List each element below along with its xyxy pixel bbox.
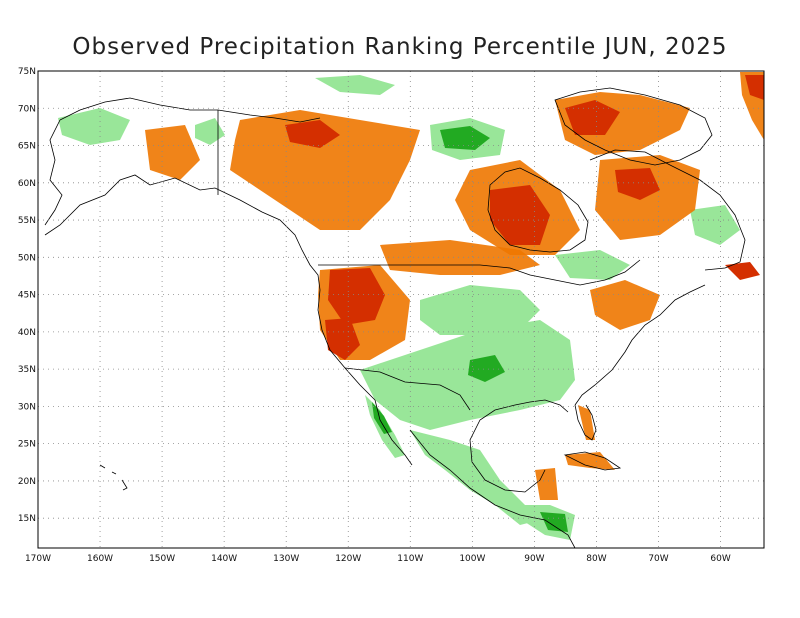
border-us-mexico	[344, 367, 471, 411]
lon-tick-label: 90W	[524, 554, 544, 564]
wet-region-mexico	[410, 430, 540, 525]
map-frame	[37, 70, 765, 549]
dry-region-maritimes	[590, 280, 660, 330]
coastline-florida	[574, 404, 597, 441]
coastline-gulf	[469, 399, 569, 493]
latitude-labels: 75N 70N 65N 60N 55N 50N 45N 40N 35N 30N 25N 20N 15N	[18, 67, 36, 524]
lon-tick-label: 60W	[710, 554, 730, 564]
map-title: Observed Precipitation Ranking Percentil…	[72, 34, 728, 60]
very-dry-region-newfoundland	[725, 262, 760, 280]
wet-region-arctic-islands	[315, 75, 395, 95]
border-us-canada	[318, 259, 641, 286]
very-dry-region-greenland	[745, 75, 764, 100]
coastline-hawaii	[99, 464, 128, 491]
wet-region-yukon	[195, 118, 225, 145]
lat-tick-label: 75N	[18, 67, 36, 77]
very-dry-regions	[285, 75, 764, 360]
lat-tick-label: 60N	[18, 179, 36, 189]
very-wet-region-texas	[468, 355, 505, 382]
coastline-us-west	[317, 289, 376, 401]
lat-tick-label: 40N	[18, 328, 36, 338]
lat-tick-label: 25N	[18, 440, 36, 450]
lat-tick-label: 55N	[18, 216, 36, 226]
coastline-mexico-west	[409, 429, 576, 548]
very-wet-region-central-america	[540, 512, 568, 532]
lon-tick-label: 120W	[335, 554, 361, 564]
dry-region-quebec	[595, 155, 700, 240]
wet-region-us-central	[420, 285, 540, 335]
coastline-alaska-north	[59, 97, 321, 123]
lon-tick-label: 110W	[397, 554, 423, 564]
very-dry-region-nw-canada	[285, 120, 340, 148]
coastline-alaska	[44, 174, 321, 291]
very-dry-region-us-northwest	[328, 268, 385, 325]
lat-tick-label: 45N	[18, 291, 36, 301]
dry-region-florida	[578, 405, 595, 440]
lon-tick-label: 100W	[459, 554, 485, 564]
dry-region-yucatan	[535, 468, 558, 500]
lat-tick-label: 15N	[18, 514, 36, 524]
very-dry-region-california	[325, 318, 360, 360]
coastline-baffin	[554, 87, 713, 166]
wet-region-quebec-south	[555, 250, 630, 280]
precip-shading-layer	[58, 72, 764, 540]
lon-tick-label: 140W	[211, 554, 237, 564]
very-dry-region-hudson	[490, 185, 550, 245]
lon-tick-label: 80W	[586, 554, 606, 564]
dry-region-canada-south	[380, 240, 540, 275]
coastline-alaska-west	[44, 119, 63, 226]
wet-region-alaska-west	[58, 108, 130, 145]
very-dry-region-baffin	[565, 100, 620, 135]
very-wet-region-nunavut	[440, 126, 490, 150]
lon-tick-label: 130W	[273, 554, 299, 564]
lat-tick-label: 70N	[18, 104, 36, 114]
coastline-us-east	[574, 284, 706, 406]
very-dry-region-quebec	[615, 168, 660, 200]
lat-lon-grid	[38, 71, 764, 548]
lon-tick-label: 170W	[25, 554, 51, 564]
wet-region-labrador	[690, 205, 740, 245]
longitude-labels: 170W 160W 150W 140W 130W 120W 110W 100W 90W 80W 70…	[25, 554, 731, 564]
lat-tick-label: 50N	[18, 253, 36, 263]
lon-tick-label: 70W	[648, 554, 668, 564]
coastline-baja	[374, 399, 413, 466]
coastline-cuba	[563, 451, 622, 471]
lon-tick-label: 150W	[149, 554, 175, 564]
coastline-layer	[44, 87, 746, 548]
dry-region-nw-canada	[230, 110, 420, 230]
very-wet-regions	[372, 126, 568, 532]
coastline-hudson-bay	[487, 167, 589, 253]
lat-tick-label: 30N	[18, 402, 36, 412]
dry-region-cuba	[565, 452, 615, 470]
lat-tick-label: 65N	[18, 142, 36, 152]
coastline-labrador	[589, 149, 746, 271]
wet-region-us-south	[360, 320, 575, 430]
dry-region-alaska	[145, 125, 200, 180]
lat-tick-label: 20N	[18, 477, 36, 487]
lon-tick-label: 160W	[87, 554, 113, 564]
lat-tick-label: 35N	[18, 365, 36, 375]
very-wet-region-baja	[372, 402, 392, 434]
